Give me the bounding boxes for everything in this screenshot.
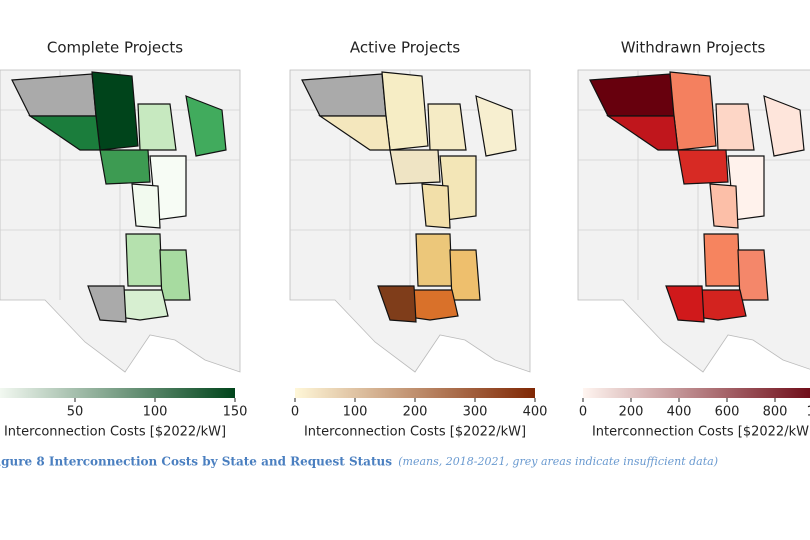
colorbar [583,388,810,398]
colorbar-tick-label: 400 [523,405,548,420]
state-region [475,95,517,157]
state-region [415,233,453,287]
colorbar-tick-label: 0 [579,405,587,420]
state-region [449,249,481,301]
state-region [125,233,163,287]
state-region [87,285,127,323]
state-region [99,149,151,185]
colorbar-tick-label: 200 [403,405,428,420]
state-region [703,233,741,287]
colorbar-tick-label: 300 [463,405,488,420]
colorbar-tick-label: 400 [667,405,692,420]
map-title: Complete Projects [47,39,183,57]
colorbar-tick-label: 150 [223,405,248,420]
colorbar-tick-label: 800 [763,405,788,420]
colorbar [0,388,235,398]
map-title: Active Projects [350,39,460,57]
map [289,69,531,373]
colorbar [295,388,535,398]
state-region [131,183,161,229]
colorbar-tick-label: 50 [67,405,84,420]
state-region [185,95,227,157]
state-region [677,149,729,185]
colorbar-tick-label: 200 [619,405,644,420]
caption-title: Figure 8 Interconnection Costs by State … [0,455,392,469]
state-region [381,71,429,151]
state-region [669,71,717,151]
map [577,69,810,373]
colorbar-tick-label: 100 [343,405,368,420]
state-region [389,149,441,185]
colorbar-label: Interconnection Costs [$2022/kW] [304,425,526,440]
state-region [715,103,755,151]
state-region [709,183,739,229]
colorbar-label: Interconnection Costs [$2022/kW] [4,425,226,440]
map [0,69,241,373]
colorbar-tick-label: 0 [291,405,299,420]
state-region [377,285,417,323]
map-title: Withdrawn Projects [621,39,766,57]
colorbar-label: Interconnection Costs [$2022/kW] [592,425,810,440]
state-region [737,249,769,301]
caption-note: (means, 2018-2021, grey areas indicate i… [398,455,718,468]
state-region [665,285,705,323]
colorbar-tick-label: 100 [143,405,168,420]
colorbar-tick-label: 600 [715,405,740,420]
state-region [91,71,139,151]
state-region [427,103,467,151]
state-region [421,183,451,229]
state-region [763,95,805,157]
colorbar-tick-label: 1000 [806,405,810,420]
state-region [137,103,177,151]
state-region [159,249,191,301]
